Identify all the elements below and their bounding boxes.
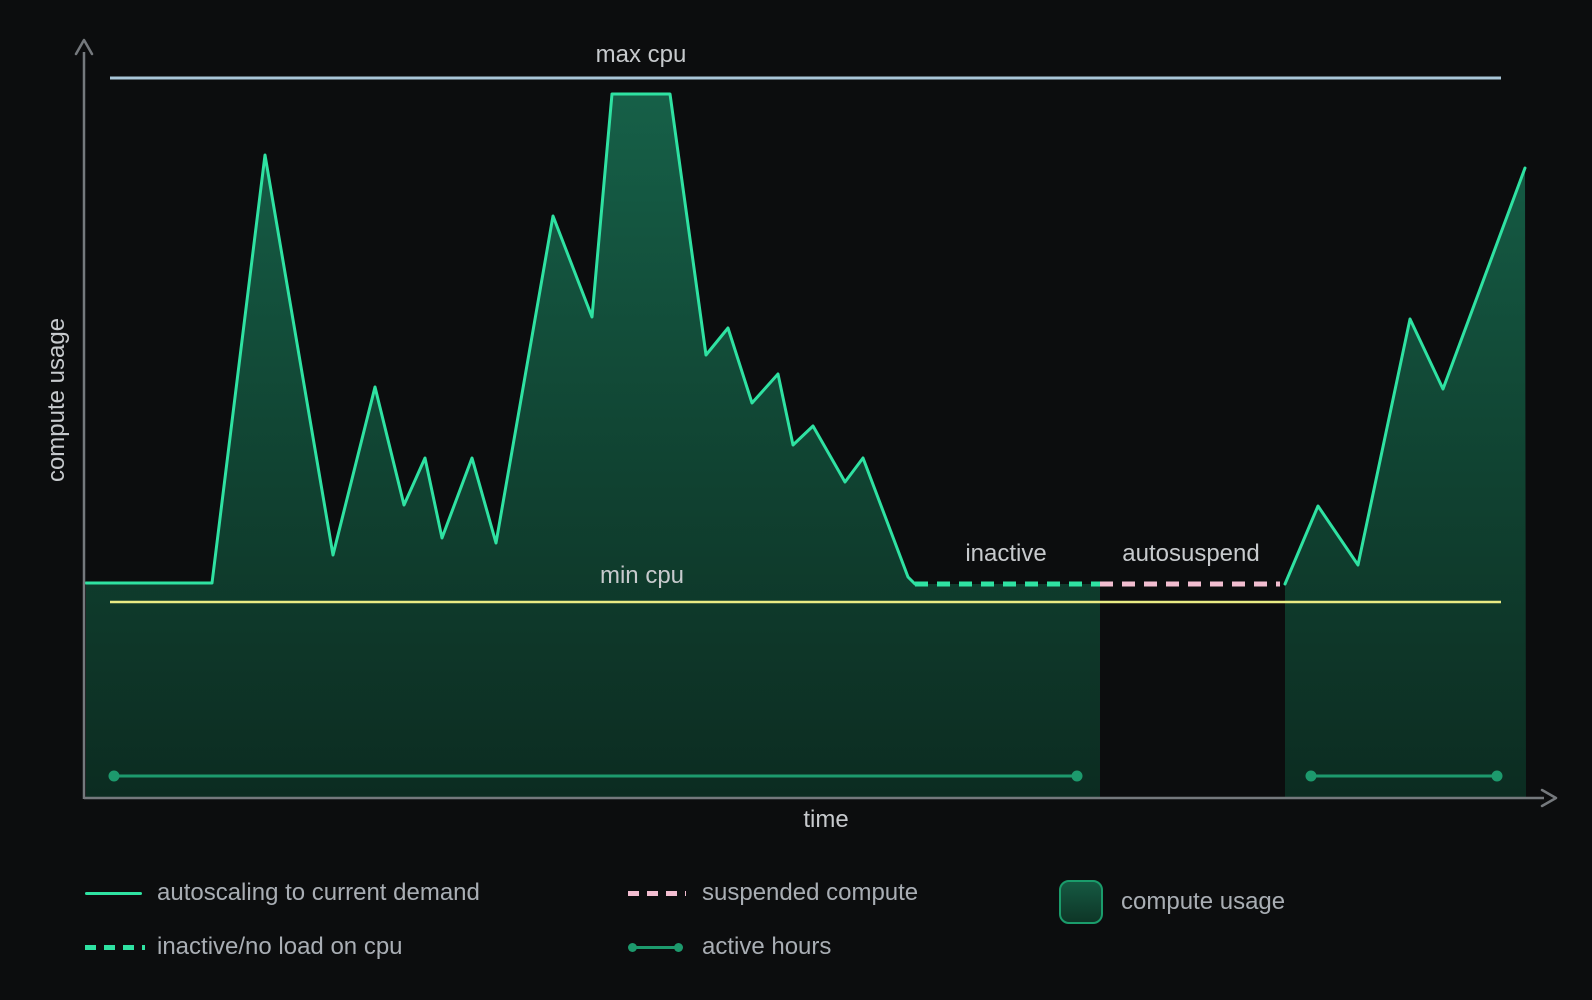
y-axis-label: compute usage xyxy=(43,317,70,483)
legend-label: inactive/no load on cpu xyxy=(157,933,403,960)
legend-label: suspended compute xyxy=(702,879,919,906)
dashed-pink-line-swatch xyxy=(628,890,686,896)
dashed-green-line-swatch xyxy=(85,944,145,950)
max-cpu-label: max cpu xyxy=(595,41,687,68)
legend-item-suspended: suspended compute xyxy=(628,879,918,907)
solid-green-line-swatch xyxy=(85,891,142,895)
legend-label: active hours xyxy=(702,933,832,960)
min-cpu-label: min cpu xyxy=(599,562,685,589)
legend-item-inactive: inactive/no load on cpu xyxy=(85,933,403,961)
legend-item-autoscaling: autoscaling to current demand xyxy=(85,879,480,907)
line-with-dots-swatch xyxy=(628,942,683,952)
x-axis-label: time xyxy=(803,806,849,833)
green-area-swatch xyxy=(1059,880,1103,924)
autosuspend-label: autosuspend xyxy=(1122,540,1260,567)
legend-item-active-hours: active hours xyxy=(628,933,831,961)
legend-item-compute-usage: compute usage xyxy=(1059,879,1285,925)
inactive-label: inactive xyxy=(965,540,1047,567)
legend-label: autoscaling to current demand xyxy=(157,879,480,906)
legend-label: compute usage xyxy=(1121,888,1286,915)
